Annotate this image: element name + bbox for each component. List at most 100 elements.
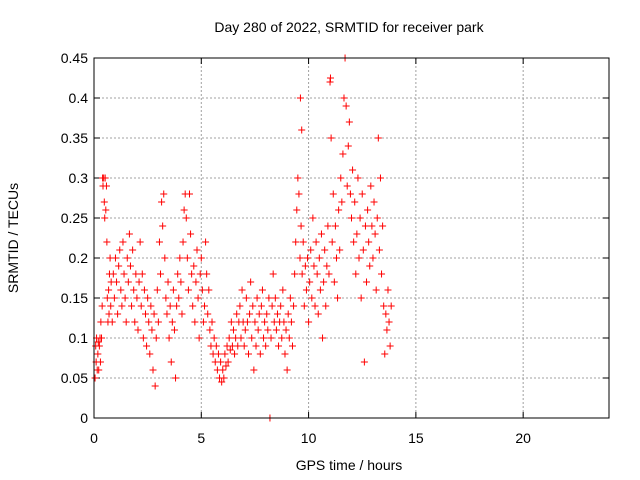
data-point	[334, 294, 342, 302]
data-point	[263, 310, 271, 318]
data-point	[325, 270, 333, 278]
x-tick-label: 5	[197, 430, 205, 446]
data-point	[379, 222, 387, 230]
data-point	[183, 254, 191, 262]
data-point	[172, 374, 180, 382]
data-point	[297, 222, 305, 230]
axis-ticks: 0 0.05 0.1 0.15 0.2 0.25 0.3 0.35 0.4 0.45 0 5 10 15 2…	[61, 50, 609, 446]
data-point	[110, 294, 118, 302]
data-point	[283, 366, 291, 374]
data-point	[122, 318, 130, 326]
data-point	[210, 334, 218, 342]
data-point	[355, 254, 363, 262]
data-point	[212, 342, 220, 350]
data-point	[208, 318, 216, 326]
data-point	[102, 182, 110, 190]
data-point	[137, 302, 145, 310]
data-point	[357, 294, 365, 302]
data-point	[121, 294, 129, 302]
data-point	[119, 238, 127, 246]
data-point	[132, 270, 140, 278]
data-point	[382, 310, 390, 318]
data-point	[157, 270, 165, 278]
data-point	[361, 222, 369, 230]
data-point	[154, 318, 162, 326]
data-point	[387, 302, 395, 310]
data-point	[100, 198, 108, 206]
data-point	[285, 334, 293, 342]
data-point	[178, 310, 186, 318]
data-point	[179, 238, 187, 246]
data-point	[386, 342, 394, 350]
data-point	[251, 318, 259, 326]
data-point	[131, 318, 139, 326]
data-point	[298, 126, 306, 134]
data-point	[192, 278, 200, 286]
data-point	[91, 374, 99, 382]
data-point	[95, 342, 103, 350]
data-point	[281, 350, 289, 358]
data-point	[162, 294, 170, 302]
data-point	[175, 294, 183, 302]
data-point	[149, 366, 157, 374]
data-point	[264, 326, 272, 334]
data-point	[177, 278, 185, 286]
data-point	[138, 270, 146, 278]
data-point	[226, 346, 234, 354]
data-point	[253, 294, 261, 302]
data-point	[384, 286, 392, 294]
data-point	[190, 262, 198, 270]
data-point	[312, 238, 320, 246]
data-point	[101, 214, 109, 222]
data-point	[160, 190, 168, 198]
data-point	[158, 198, 166, 206]
data-point	[338, 198, 346, 206]
data-point	[250, 366, 258, 374]
data-point	[182, 214, 190, 222]
data-point	[150, 310, 158, 318]
data-point	[237, 334, 245, 342]
data-point	[124, 278, 132, 286]
data-point	[296, 254, 304, 262]
data-point	[328, 238, 336, 246]
data-point	[381, 350, 389, 358]
data-point	[161, 254, 169, 262]
data-point	[261, 318, 269, 326]
x-tick-label: 0	[90, 430, 98, 446]
data-point	[170, 326, 178, 334]
data-point	[233, 310, 241, 318]
data-point	[336, 246, 344, 254]
data-point	[360, 358, 368, 366]
data-point	[98, 334, 106, 342]
data-point	[322, 302, 330, 310]
data-points	[91, 54, 395, 422]
data-point	[146, 350, 154, 358]
data-point	[302, 286, 310, 294]
data-point	[376, 174, 384, 182]
data-point	[363, 278, 371, 286]
data-point	[248, 334, 256, 342]
data-point	[280, 318, 288, 326]
y-tick-label: 0.05	[61, 370, 88, 386]
data-point	[337, 174, 345, 182]
data-point	[225, 334, 233, 342]
data-point	[107, 302, 115, 310]
data-point	[286, 294, 294, 302]
data-point	[143, 342, 151, 350]
data-point	[353, 230, 361, 238]
data-point	[109, 270, 117, 278]
data-point	[366, 262, 374, 270]
data-point	[247, 278, 255, 286]
data-point	[307, 246, 315, 254]
data-point	[350, 238, 358, 246]
data-point	[101, 174, 109, 182]
data-point	[139, 334, 147, 342]
data-point	[358, 190, 366, 198]
data-point	[246, 310, 254, 318]
data-point	[352, 270, 360, 278]
data-point	[243, 318, 251, 326]
data-point	[206, 326, 214, 334]
data-point	[279, 286, 287, 294]
data-point	[313, 270, 321, 278]
data-point	[180, 206, 188, 214]
